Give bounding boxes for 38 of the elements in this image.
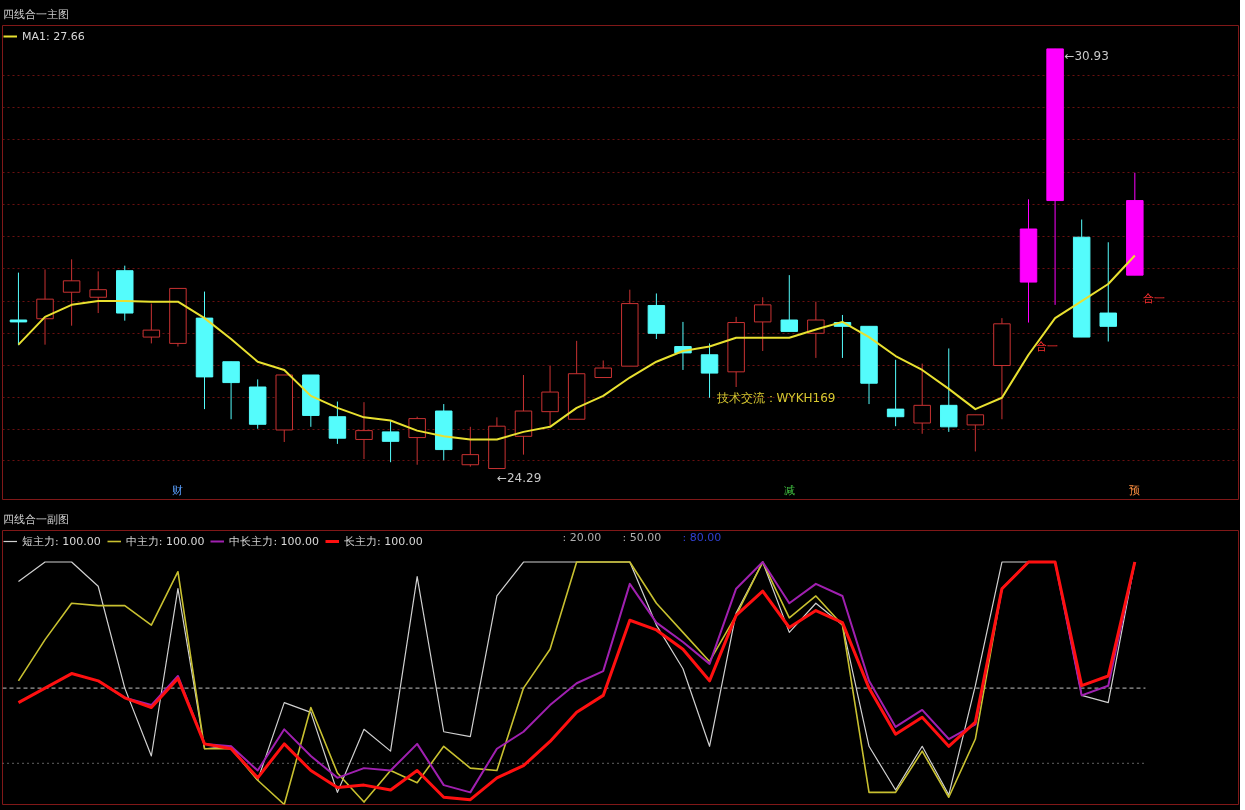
candlestick [142,303,161,344]
candlestick [913,363,931,435]
candlestick [355,401,373,460]
chart-title: 四线合一主图 [2,7,69,21]
candlestick [940,347,958,433]
legend-label: 长主力: 100.00 [344,533,423,549]
candlestick [541,365,559,428]
annotation: ←30.93 [1064,48,1109,63]
candlestick [381,420,400,463]
annotation: 财 [172,483,184,497]
candlestick [780,274,799,332]
candlestick [700,342,719,399]
candlestick [886,359,905,427]
candlestick [1099,241,1117,342]
chart-title: 四线合一副图 [2,512,69,526]
candlestick [9,272,28,346]
candlestick [408,416,426,466]
annotation: 技术交流：WYKH169 [715,390,836,405]
annotation: 合一 [1036,339,1059,353]
text: : 50.00 [622,530,662,544]
candlestick [36,268,54,346]
candlestick [966,414,985,452]
legend-label: 中长主力: 100.00 [229,533,320,549]
text: : 80.00 [682,530,722,544]
text: : 20.00 [562,530,602,544]
legend-label: 中主力: 100.00 [125,533,205,549]
candlestick [89,270,107,314]
candlestick [461,426,480,468]
annotation: 合一 [1142,292,1165,306]
annotation: 减 [783,483,795,497]
candlestick [222,361,240,420]
annotation: ←24.29 [496,470,542,485]
legend-label: 短主力: 100.00 [22,533,101,549]
annotation: 预 [1129,483,1141,497]
candlestick [753,296,772,352]
candlestick [328,401,347,445]
candlestick [62,258,81,327]
legend-label: MA1: 27.66 [22,29,85,43]
